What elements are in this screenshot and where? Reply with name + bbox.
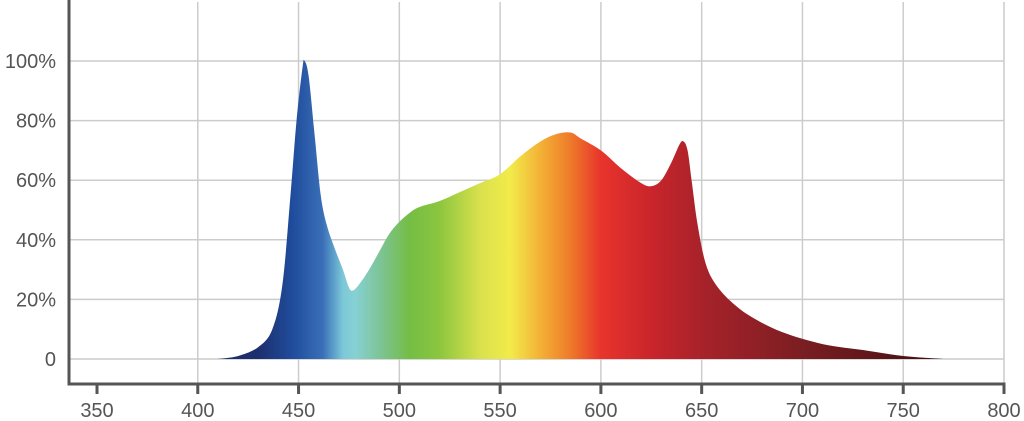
x-tick-label: 750	[887, 400, 920, 421]
x-tick-label: 650	[685, 400, 718, 421]
x-tick-label: 700	[786, 400, 819, 421]
x-tick-label: 600	[584, 400, 617, 421]
y-tick-label: 0	[45, 349, 56, 371]
y-tick-label: 60%	[16, 170, 56, 192]
x-tick-label: 550	[483, 400, 516, 421]
x-tick-label: 500	[383, 400, 416, 421]
area-layer	[217, 59, 944, 359]
spectrum-area	[217, 59, 944, 359]
label-layer: 350 400 450 500 550 600 650 700 750 800 0 20% 40% 60%…	[5, 51, 1021, 421]
y-tick-label: 20%	[16, 289, 56, 311]
x-tick-label: 400	[181, 400, 214, 421]
y-tick-label: 40%	[16, 230, 56, 252]
axis-layer	[67, 0, 1006, 394]
y-tick-label: 80%	[16, 111, 56, 133]
x-tick-label: 450	[282, 400, 315, 421]
y-tick-label: 100%	[5, 51, 56, 73]
x-tick-label: 800	[987, 400, 1020, 421]
x-tick-label: 350	[80, 400, 113, 421]
